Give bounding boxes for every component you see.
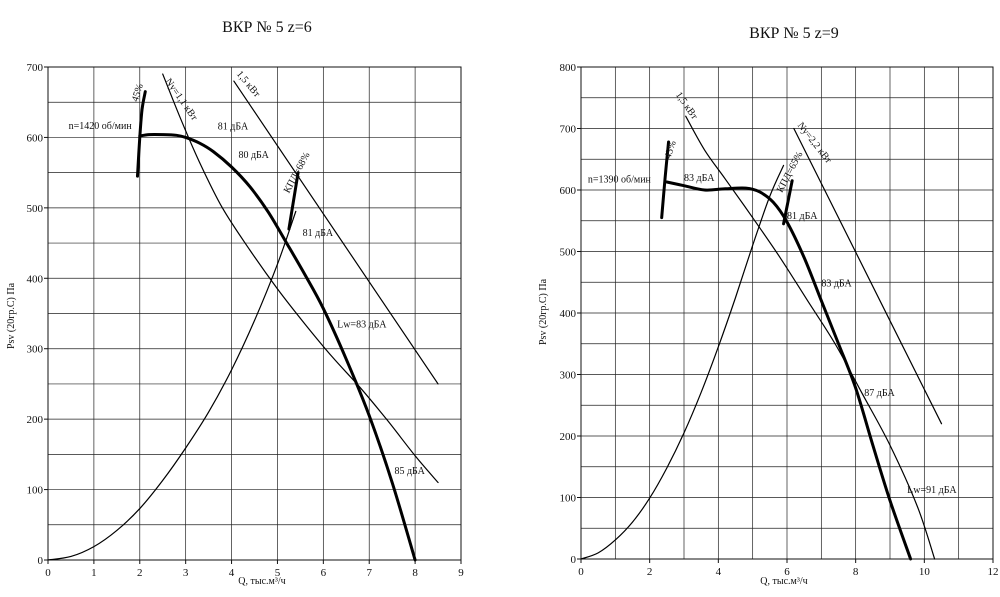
- x-tick-label: 4: [716, 566, 722, 578]
- y-tick-label: 300: [27, 344, 44, 356]
- x-tick-label: 0: [578, 566, 584, 578]
- y-tick-label: 500: [27, 203, 44, 215]
- y-tick-label: 100: [27, 485, 44, 497]
- y-tick-label: 800: [560, 62, 577, 74]
- x-tick-label: 2: [647, 566, 653, 578]
- series-line-5: [580, 164, 785, 560]
- x-tick-label: 0: [45, 567, 51, 579]
- x-axis-label: Q, тыс.м³/ч: [238, 576, 285, 587]
- annotation-s3: 81 дБА: [303, 228, 334, 239]
- x-tick-label: 8: [412, 567, 418, 579]
- y-tick-label: 100: [560, 493, 577, 505]
- series-line-2: [782, 179, 794, 226]
- x-tick-label: 7: [366, 567, 372, 579]
- x-tick-label: 6: [784, 566, 790, 578]
- annotation-s4: 85 дБА: [394, 466, 425, 477]
- x-tick-label: 8: [853, 566, 859, 578]
- y-axis-label: Psv (20гр.C) Па: [6, 282, 17, 349]
- series-line-2: [287, 171, 300, 231]
- annotation-ny2: 1,5 кВт: [234, 69, 263, 100]
- annotation-eff45: 45%: [663, 139, 679, 160]
- x-tick-label: 3: [183, 567, 189, 579]
- y-tick-label: 200: [27, 414, 44, 426]
- series-line-1: [135, 90, 147, 178]
- x-tick-label: 4: [229, 567, 235, 579]
- annotation-lw: Lw=83 дБА: [337, 320, 387, 331]
- y-tick-label: 500: [560, 247, 577, 259]
- x-tick-label: 2: [137, 567, 143, 579]
- y-tick-label: 600: [27, 132, 44, 144]
- series-line-0: [138, 132, 417, 562]
- x-tick-label: 1: [91, 567, 97, 579]
- annotation-s4: 87 дБА: [864, 388, 895, 399]
- y-tick-label: 400: [560, 308, 577, 320]
- y-tick-label: 600: [560, 185, 577, 197]
- annotation-speed: n=1390 об/мин: [588, 175, 652, 186]
- y-tick-label: 200: [560, 431, 577, 443]
- x-tick-label: 10: [919, 566, 931, 578]
- y-tick-label: 400: [27, 273, 44, 285]
- series-line-3: [685, 115, 936, 560]
- series-line-1: [660, 140, 671, 220]
- y-tick-label: 300: [560, 370, 577, 382]
- series-line-5: [47, 210, 297, 561]
- annotation-eff45: 45%: [130, 82, 146, 103]
- annotation-s1: 83 дБА: [684, 173, 715, 184]
- y-tick-label: 700: [560, 124, 577, 136]
- chart-title: ВКР № 5 z=6: [222, 19, 312, 36]
- y-tick-label: 0: [571, 554, 577, 566]
- annotation-lw: Lw=91 дБА: [907, 485, 957, 496]
- series-line-0: [665, 180, 913, 561]
- x-axis-label: Q, тыс.м³/ч: [760, 576, 807, 587]
- chart-z6: ВКР № 5 z=6 Q, тыс.м³/ч Psv (20гр.C) Па …: [6, 19, 464, 587]
- series-line-4: [793, 127, 943, 425]
- series-line-3: [162, 73, 439, 484]
- x-tick-label: 5: [275, 567, 281, 579]
- x-tick-label: 12: [988, 566, 999, 578]
- y-tick-label: 0: [38, 555, 44, 567]
- annotation-s2: 80 дБА: [238, 150, 269, 161]
- chart-title: ВКР № 5 z=9: [749, 25, 839, 42]
- y-tick-label: 700: [27, 62, 44, 74]
- annotation-speed: n=1420 об/мин: [69, 121, 133, 132]
- series-line-4: [233, 80, 439, 385]
- annotation-s3: 83 дБА: [821, 279, 852, 290]
- annotation-s1: 81 дБА: [218, 122, 249, 133]
- x-tick-label: 6: [321, 567, 327, 579]
- y-axis-label: Psv (20гр.C) Па: [538, 278, 549, 345]
- chart-z9: ВКР № 5 z=9 Q, тыс.м³/ч Psv (20гр.C) Па …: [538, 25, 999, 587]
- annotation-ny: Ny=1,1 кВт: [163, 76, 200, 123]
- annotation-s2: 81 дБА: [787, 211, 818, 222]
- x-tick-label: 9: [458, 567, 464, 579]
- plot-frame: [47, 66, 462, 561]
